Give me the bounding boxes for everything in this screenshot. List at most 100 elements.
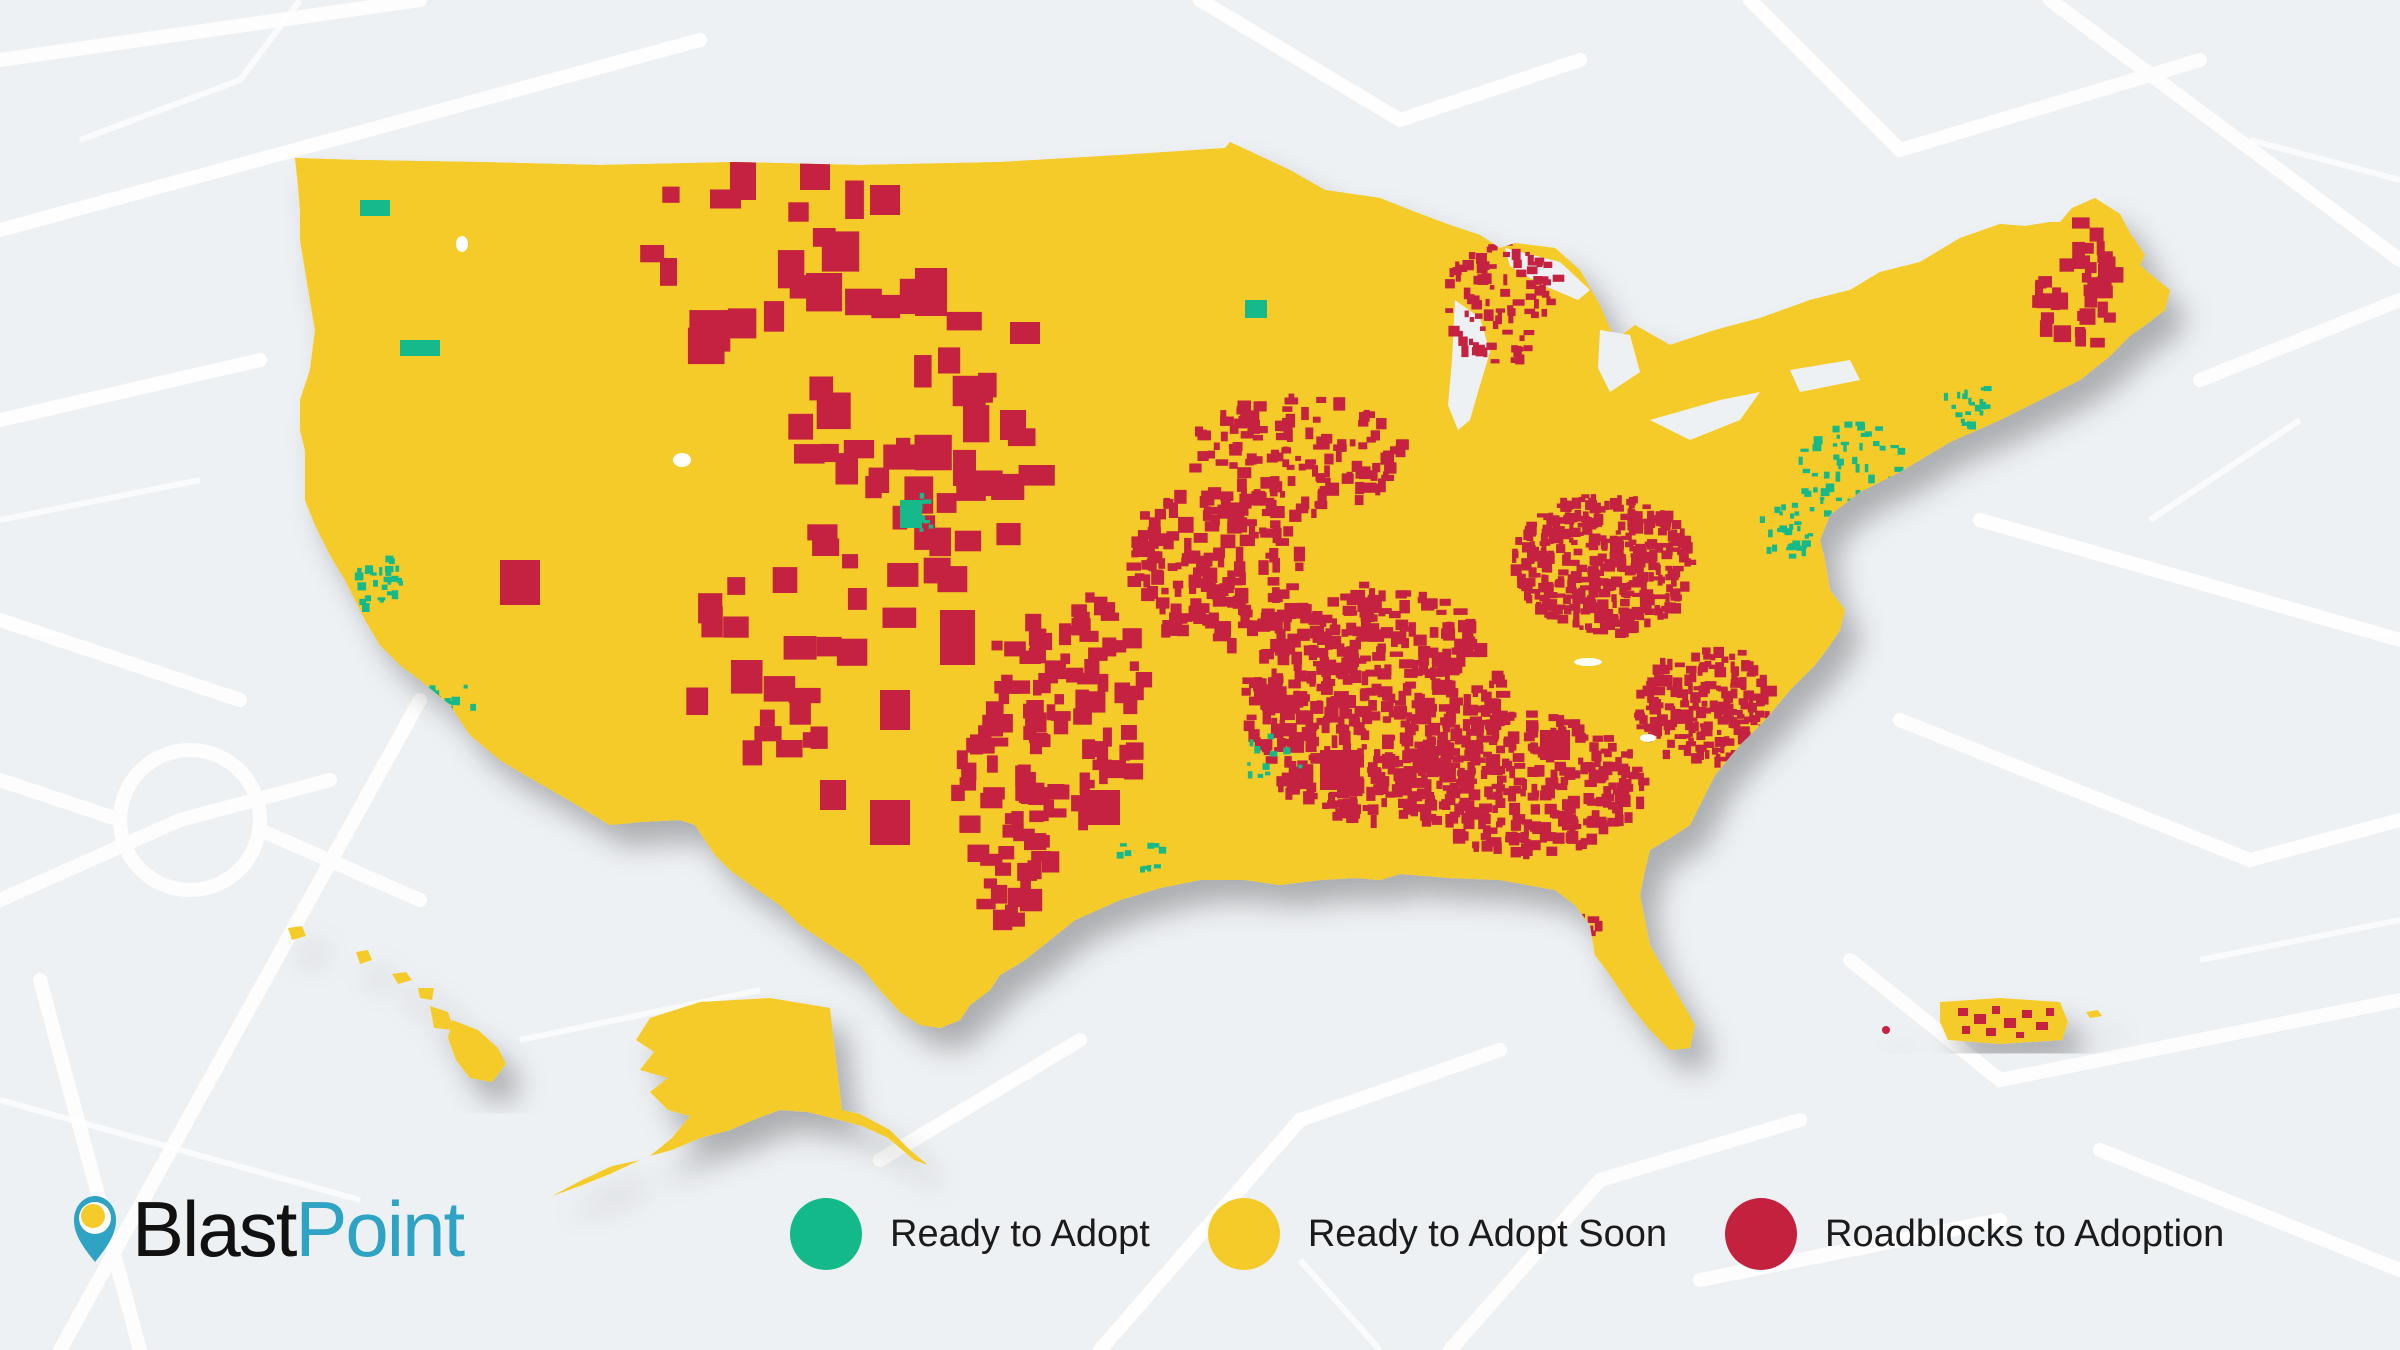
roadblock-county — [1469, 338, 1474, 346]
roadblock-county — [1519, 354, 1524, 361]
roadblock-county — [1537, 561, 1549, 568]
roadblock-county — [1355, 637, 1361, 650]
roadblock-county — [1220, 416, 1234, 426]
roadblock-county — [1462, 631, 1469, 640]
roadblock-county — [1667, 569, 1679, 581]
roadblock-county — [1531, 261, 1544, 266]
roadblock-county — [1516, 934, 1529, 943]
roadblock-county — [2081, 273, 2092, 283]
roadblock-county — [1179, 613, 1193, 622]
roadblock-county — [1515, 537, 1523, 545]
roadblock-county — [1321, 659, 1337, 673]
roadblock-county — [1534, 591, 1541, 600]
roadblock-county — [1143, 541, 1159, 549]
roadblock-county — [1234, 561, 1246, 577]
ready-county — [362, 603, 370, 612]
ready-county — [1247, 762, 1251, 766]
roadblock-county — [1413, 634, 1427, 646]
roadblock-county — [1338, 730, 1351, 745]
roadblock-county — [1403, 893, 1414, 903]
ready-county — [1894, 466, 1904, 472]
roadblock-county — [1217, 554, 1225, 568]
roadblock-county — [1511, 849, 1524, 856]
roadblock-county — [1684, 558, 1691, 567]
roadblock-county — [2097, 301, 2108, 318]
roadblock-county — [1162, 620, 1175, 628]
roadblock-county — [1556, 544, 1566, 553]
alaska-region — [552, 998, 928, 1196]
roadblock-county — [1360, 730, 1370, 741]
roadblock-county — [1428, 722, 1440, 736]
roadblock-county — [1476, 731, 1484, 739]
ready-county — [1863, 493, 1873, 502]
roadblock-county — [1586, 628, 1594, 633]
roadblock-county — [1462, 719, 1470, 731]
roadblock-county — [1240, 402, 1247, 417]
roadblock-county — [1464, 310, 1469, 318]
ready-county — [384, 565, 394, 573]
roadblock-county — [1632, 772, 1644, 779]
roadblock-county — [1101, 602, 1116, 619]
roadblock-county — [1287, 775, 1301, 781]
roadblock-county — [1399, 626, 1412, 632]
roadblock-county — [1647, 539, 1653, 549]
roadblock-county — [1638, 546, 1645, 558]
roadblock-county — [1509, 711, 1515, 721]
roadblock-county — [914, 355, 932, 388]
roadblock-county — [956, 750, 968, 770]
roadblock-county — [1249, 682, 1256, 689]
roadblock-county — [1499, 941, 1505, 948]
roadblock-county — [1597, 553, 1607, 562]
roadblock-county — [1508, 313, 1514, 324]
roadblock-county — [870, 800, 910, 845]
ready-county — [1852, 456, 1858, 465]
roadblock-county — [1531, 821, 1541, 831]
roadblock-county — [1286, 778, 1300, 788]
ready-county — [424, 690, 431, 694]
roadblock-county — [1450, 728, 1463, 742]
roadblock-county — [1026, 772, 1036, 784]
roadblock-county — [1465, 807, 1475, 819]
roadblock-county — [1567, 831, 1579, 844]
roadblock-county — [1679, 552, 1685, 563]
roadblock-county — [1620, 599, 1630, 607]
roadblock-county — [1288, 761, 1297, 776]
ready-county — [1957, 391, 1961, 399]
roadblock-county — [1357, 748, 1364, 754]
roadblock-county — [1452, 756, 1464, 763]
roadblock-county — [1010, 322, 1040, 344]
roadblock-county — [980, 792, 1003, 809]
roadblock-county — [662, 186, 680, 203]
roadblock-county — [1639, 785, 1645, 792]
roadblock-county — [1580, 838, 1587, 849]
roadblock-county — [1729, 653, 1736, 660]
roadblock-county — [1276, 452, 1284, 462]
roadblock-county — [1380, 627, 1394, 639]
roadblock-county — [1161, 624, 1171, 638]
roadblock-county — [1497, 775, 1503, 787]
roadblock-county — [1284, 603, 1300, 615]
legend-swatch-ready-to-adopt — [790, 1198, 862, 1270]
roadblock-county — [995, 862, 1012, 876]
roadblock-county — [1701, 707, 1711, 714]
roadblock-county — [1492, 320, 1499, 329]
roadblock-county — [1730, 688, 1738, 699]
ready-county — [1846, 513, 1854, 522]
roadblock-county — [1268, 677, 1274, 691]
roadblock-county — [1572, 770, 1581, 779]
roadblock-county — [1503, 736, 1512, 745]
roadblock-county — [1701, 700, 1708, 707]
roadblock-county — [956, 477, 986, 501]
legend-item-roadblocks-to-adoption: Roadblocks to Adoption — [1725, 1198, 2224, 1270]
roadblock-county — [1575, 841, 1583, 851]
roadblock-county — [1019, 888, 1043, 912]
roadblock-county — [1654, 605, 1661, 612]
roadblock-county — [1564, 502, 1574, 510]
roadblock-county — [1297, 760, 1308, 768]
roadblock-county — [1479, 757, 1486, 763]
roadblock-county — [1746, 737, 1753, 742]
roadblock-county — [1378, 590, 1386, 602]
roadblock-county — [1627, 519, 1638, 531]
roadblock-county — [1559, 528, 1571, 540]
